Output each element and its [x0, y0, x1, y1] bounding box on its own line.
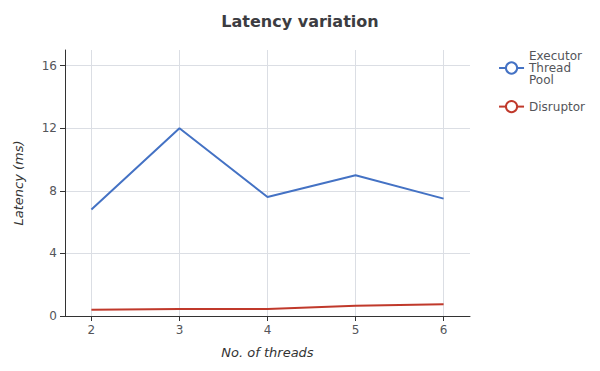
svg-text:0: 0 [49, 309, 57, 323]
svg-text:3: 3 [176, 323, 184, 337]
svg-text:6: 6 [440, 323, 448, 337]
svg-text:12: 12 [42, 121, 57, 135]
svg-text:4: 4 [264, 323, 272, 337]
svg-text:2: 2 [88, 323, 96, 337]
svg-text:Thread: Thread [529, 61, 571, 75]
svg-text:Pool: Pool [529, 73, 554, 87]
svg-text:5: 5 [352, 323, 360, 337]
svg-text:Disruptor: Disruptor [529, 100, 585, 114]
svg-text:Latency variation: Latency variation [221, 12, 378, 31]
svg-text:8: 8 [49, 184, 57, 198]
svg-text:16: 16 [42, 59, 57, 73]
svg-text:No. of threads: No. of threads [221, 345, 314, 360]
svg-text:4: 4 [49, 246, 57, 260]
svg-text:Latency (ms): Latency (ms) [11, 140, 26, 225]
svg-text:Executor: Executor [529, 49, 582, 63]
